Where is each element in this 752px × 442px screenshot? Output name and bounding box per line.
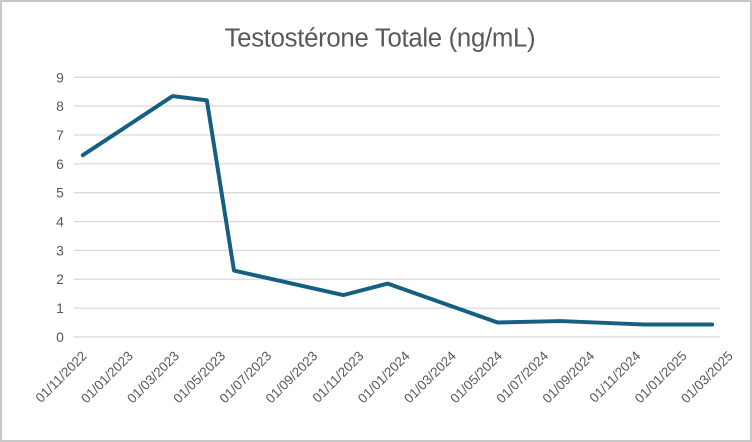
y-axis-tick-label: 1	[56, 300, 64, 316]
y-axis-tick-label: 5	[56, 185, 64, 201]
chart-title: Testostérone Totale (ng/mL)	[225, 25, 536, 53]
y-axis-tick-label: 7	[56, 127, 64, 143]
y-axis-tick-label: 0	[56, 329, 64, 345]
x-axis-labels: 01/11/202201/01/202301/03/202301/05/2023…	[33, 348, 736, 406]
y-axis-tick-label: 6	[56, 156, 64, 172]
y-axis-tick-label: 4	[56, 214, 64, 230]
y-axis-labels: 0 1 2 3 4 5 6 7 8 9	[56, 69, 64, 345]
series-line-testosterone	[80, 94, 715, 327]
y-axis-tick-label: 9	[56, 69, 64, 85]
y-axis-tick-label: 3	[56, 242, 64, 258]
y-axis-tick-label: 8	[56, 98, 64, 114]
y-axis-tick-label: 2	[56, 271, 64, 287]
gridlines	[73, 76, 720, 338]
